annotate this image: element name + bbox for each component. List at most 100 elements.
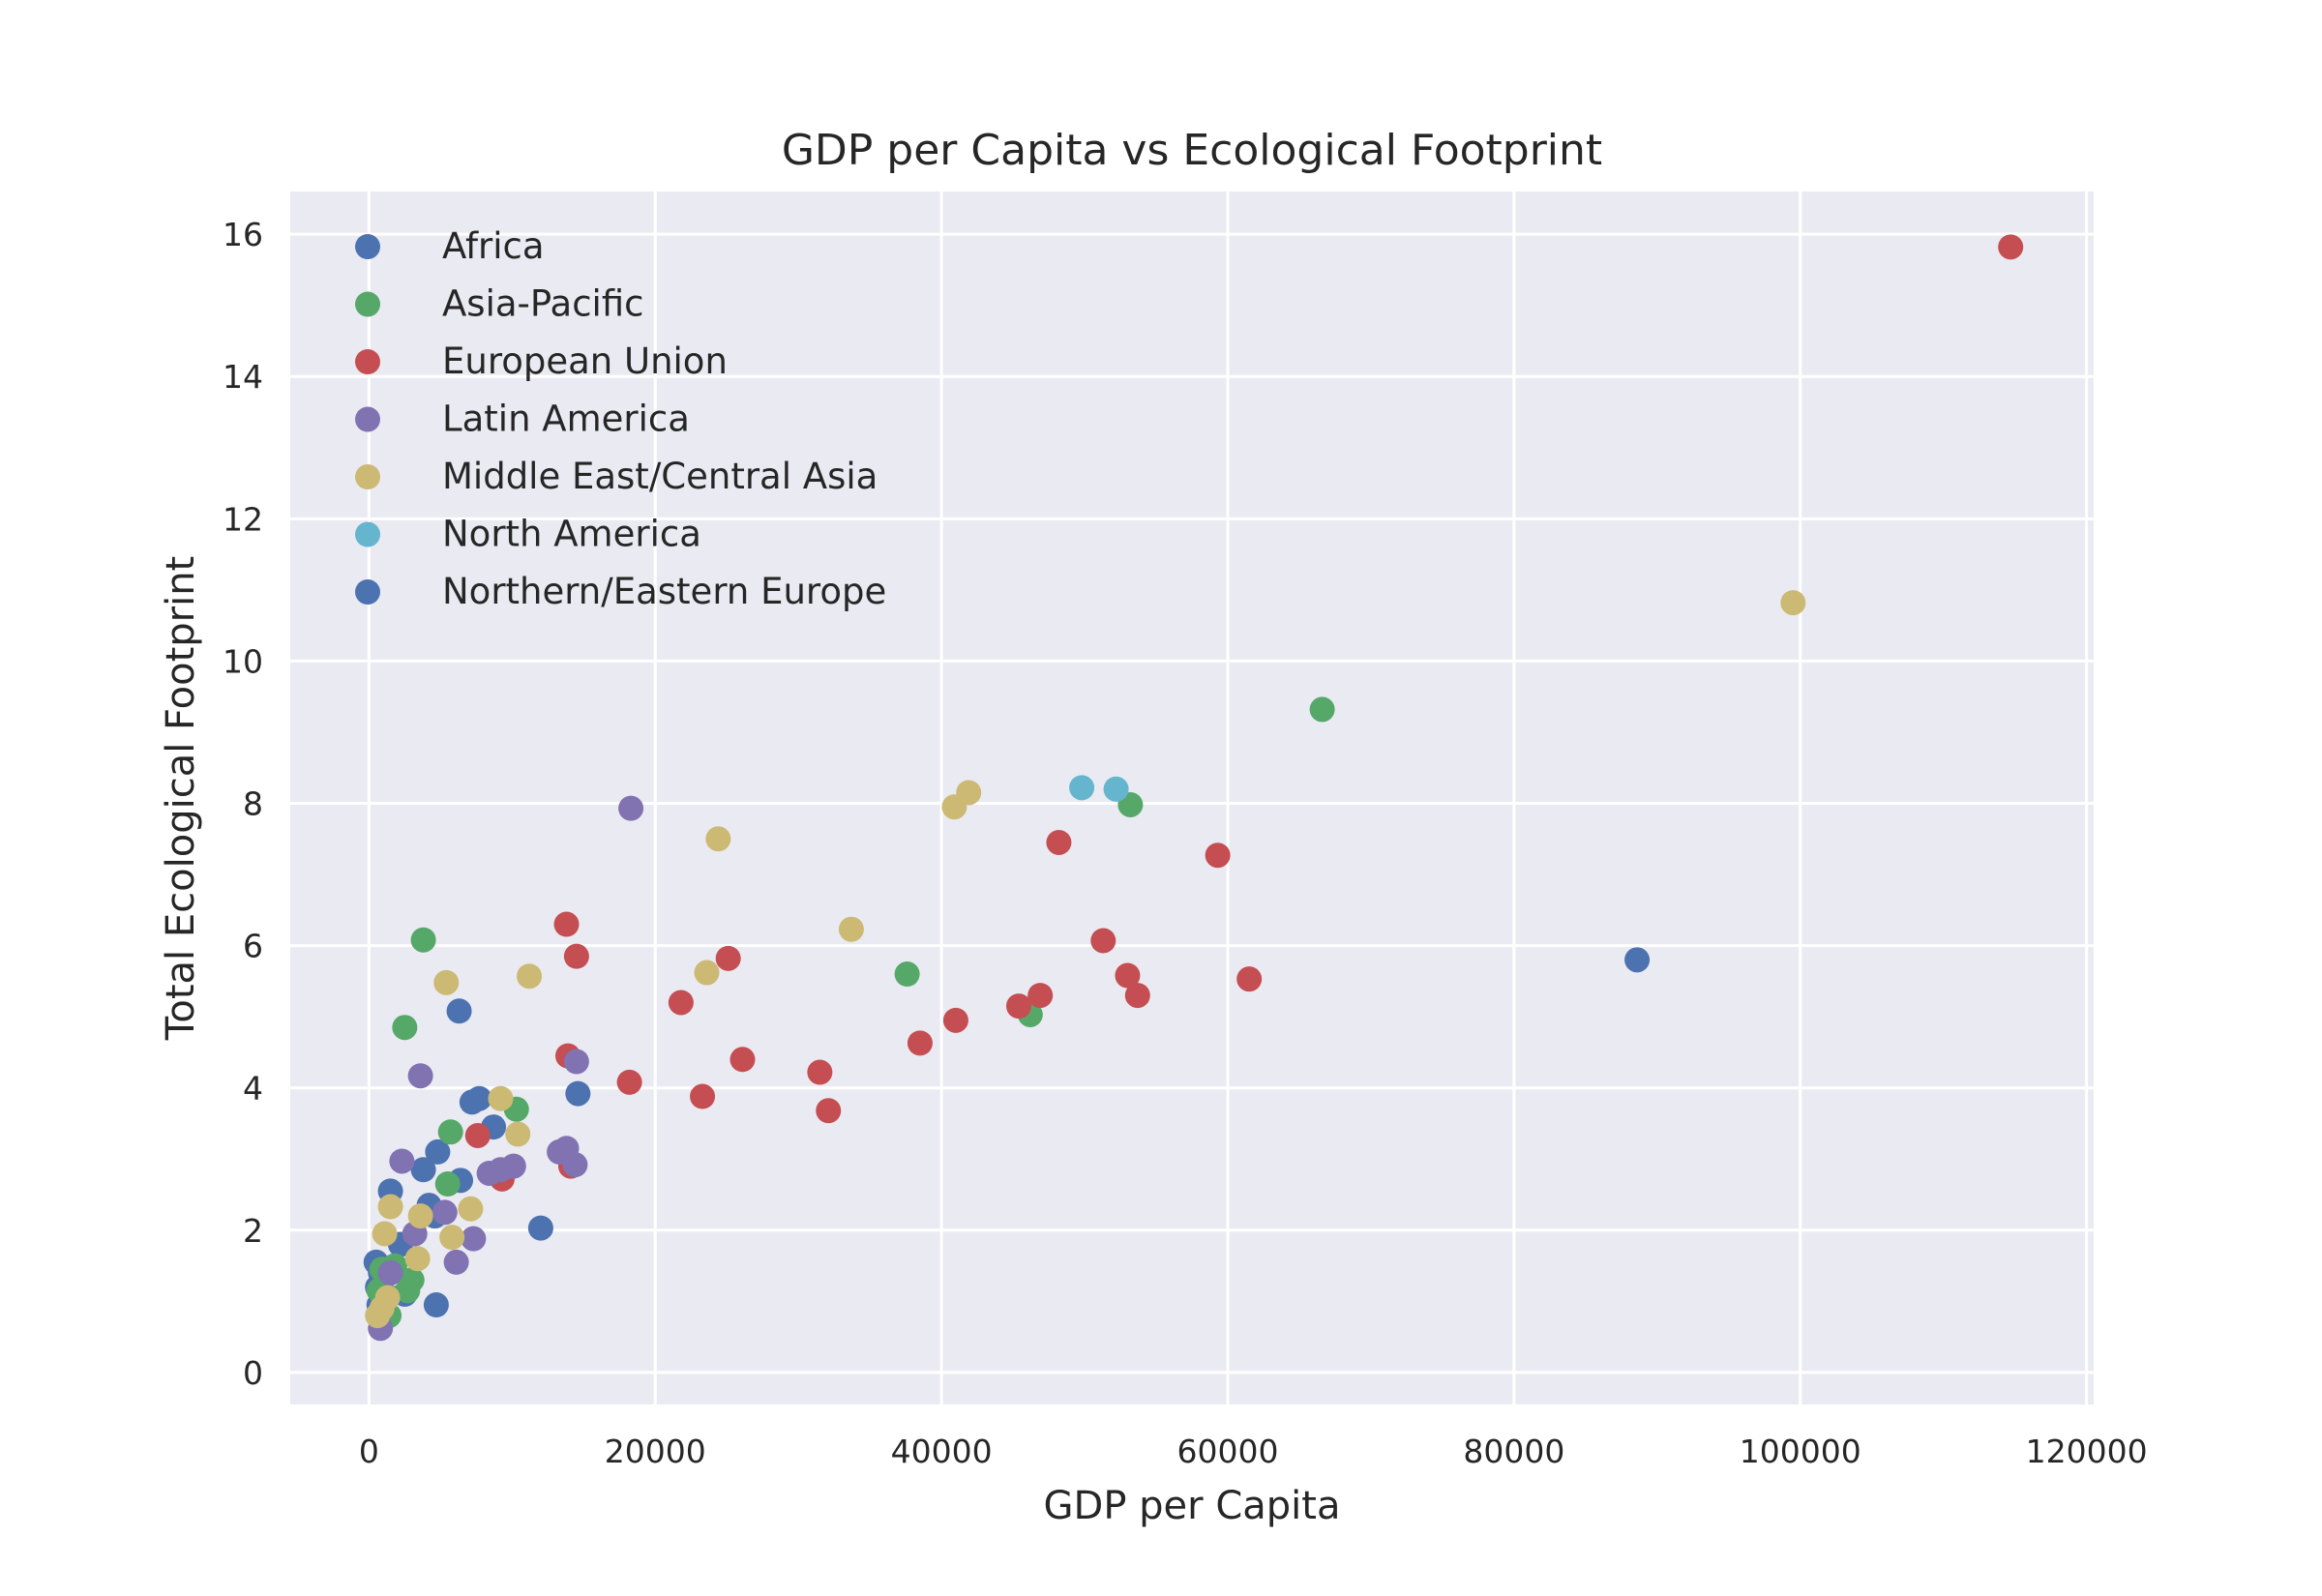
data-point xyxy=(816,1098,842,1124)
data-point xyxy=(694,960,720,986)
y-tick-label: 4 xyxy=(243,1070,263,1108)
data-point xyxy=(434,1171,461,1197)
series-group xyxy=(368,795,644,1342)
data-point xyxy=(616,1069,642,1095)
legend-marker xyxy=(355,579,380,605)
data-points xyxy=(363,234,2024,1342)
data-point xyxy=(907,1030,933,1056)
data-point xyxy=(432,1199,458,1226)
data-point xyxy=(1124,983,1150,1009)
legend-label: North America xyxy=(442,514,701,555)
data-point xyxy=(527,1215,553,1241)
data-point xyxy=(1090,928,1116,954)
data-point xyxy=(690,1083,716,1109)
data-point xyxy=(563,943,589,969)
data-point xyxy=(705,826,731,852)
data-point xyxy=(668,990,694,1016)
data-point xyxy=(500,1153,526,1179)
x-axis-label: GDP per Capita xyxy=(1044,1484,1341,1528)
y-tick-label: 8 xyxy=(243,785,263,823)
data-point xyxy=(1998,234,2024,260)
data-point xyxy=(488,1085,514,1111)
y-tick-label: 2 xyxy=(243,1212,263,1250)
data-point xyxy=(553,911,580,937)
legend-marker xyxy=(355,406,380,432)
y-tick-label: 6 xyxy=(243,928,263,965)
data-point xyxy=(425,1138,451,1165)
y-tick-label: 0 xyxy=(243,1354,263,1392)
data-point xyxy=(407,1063,433,1089)
data-point xyxy=(377,1194,403,1220)
data-point xyxy=(517,963,543,990)
y-tick-label: 12 xyxy=(223,500,263,538)
data-point xyxy=(1115,962,1141,989)
data-point xyxy=(1046,829,1072,855)
data-point xyxy=(374,1285,401,1311)
x-tick-label: 60000 xyxy=(1176,1433,1278,1470)
y-axis-label: Total Ecological Footprint xyxy=(159,556,203,1042)
x-tick-label: 0 xyxy=(359,1433,379,1470)
data-point xyxy=(807,1059,833,1085)
data-point xyxy=(464,1122,491,1148)
data-point xyxy=(894,961,920,988)
x-tick-label: 20000 xyxy=(605,1433,706,1470)
data-point xyxy=(1005,993,1031,1020)
x-tick-label: 40000 xyxy=(891,1433,993,1470)
y-tick-label: 10 xyxy=(223,642,263,680)
series-group xyxy=(365,590,1806,1329)
legend-label: Latin America xyxy=(442,399,690,440)
data-point xyxy=(1236,966,1263,992)
data-point xyxy=(443,1249,469,1275)
legend-marker xyxy=(355,234,380,259)
data-point xyxy=(392,1015,418,1041)
data-point xyxy=(1027,983,1054,1009)
x-tick-label: 100000 xyxy=(1740,1433,1861,1470)
chart-title: GDP per Capita vs Ecological Footprint xyxy=(782,126,1602,175)
legend-label: Asia-Pacific xyxy=(442,283,644,325)
data-point xyxy=(565,1080,591,1107)
data-point xyxy=(466,1085,492,1111)
data-point xyxy=(1309,696,1335,723)
data-point xyxy=(563,1049,589,1075)
y-tick-label: 16 xyxy=(223,216,263,253)
data-point xyxy=(1069,775,1095,801)
data-point xyxy=(562,1152,588,1178)
data-point xyxy=(377,1259,403,1286)
data-point xyxy=(838,916,864,942)
data-point xyxy=(956,780,982,806)
data-point xyxy=(618,795,644,821)
legend-label: Middle East/Central Asia xyxy=(442,456,878,497)
legend-marker xyxy=(355,291,380,317)
data-point xyxy=(446,998,472,1024)
tick-labels: 0 20000 40000 60000 80000 100000 120000 0 2 4 6 8 10… xyxy=(223,216,2148,1470)
data-point xyxy=(399,1267,425,1293)
data-point xyxy=(404,1246,431,1272)
data-point xyxy=(505,1121,531,1147)
legend-marker xyxy=(355,464,380,489)
data-point xyxy=(1103,776,1129,802)
data-point xyxy=(729,1047,756,1073)
legend: Africa Asia-Pacific European Union Latin Am… xyxy=(355,225,886,612)
data-point xyxy=(1624,947,1651,973)
data-point xyxy=(410,1157,436,1183)
series-group xyxy=(1624,947,1651,973)
y-tick-label: 14 xyxy=(223,358,263,396)
legend-label: European Union xyxy=(442,340,728,382)
legend-label: Northern/Eastern Europe xyxy=(442,571,886,612)
data-point xyxy=(437,1119,463,1145)
data-point xyxy=(458,1196,484,1222)
data-point xyxy=(410,927,436,953)
grid-lines xyxy=(290,192,2094,1404)
legend-marker xyxy=(355,521,380,547)
data-point xyxy=(1205,842,1231,869)
data-point xyxy=(423,1292,449,1318)
data-point xyxy=(715,945,741,971)
data-point xyxy=(407,1203,433,1229)
x-tick-label: 120000 xyxy=(2026,1433,2148,1470)
legend-label: Africa xyxy=(442,225,545,267)
legend-marker xyxy=(355,349,380,374)
plot-background xyxy=(290,192,2094,1404)
x-tick-label: 80000 xyxy=(1463,1433,1564,1470)
data-point xyxy=(942,1007,968,1033)
